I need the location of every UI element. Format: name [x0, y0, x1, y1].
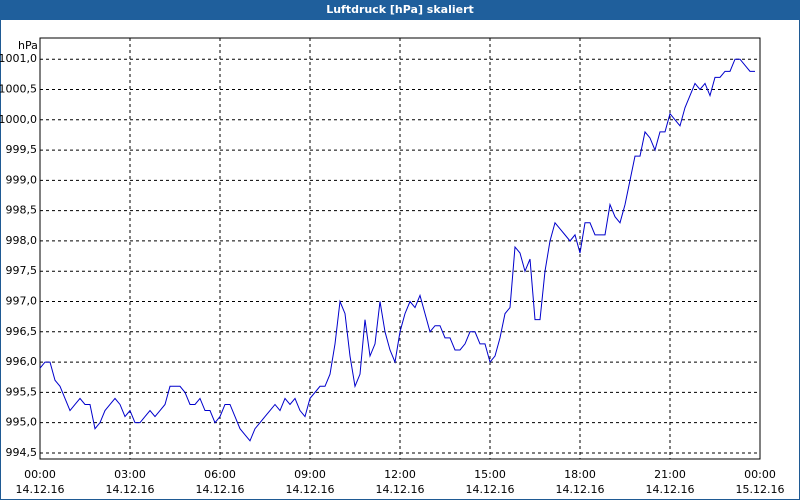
y-tick-label: 998,0	[6, 234, 38, 247]
y-tick-label: 996,5	[6, 325, 38, 338]
x-tick-label: 12:00	[384, 468, 416, 481]
y-tick-label: 994,5	[6, 446, 38, 459]
x-tick-label: 06:00	[204, 468, 236, 481]
y-tick-label: 1001,0	[0, 52, 37, 65]
x-tick-date: 14.12.16	[556, 483, 605, 496]
x-tick-date: 14.12.16	[376, 483, 425, 496]
y-tick-label: 1000,5	[0, 82, 37, 95]
y-tick-label: 997,5	[6, 264, 38, 277]
x-tick-label: 03:00	[114, 468, 146, 481]
x-tick-label: 00:00	[24, 468, 56, 481]
x-tick-date: 14.12.16	[196, 483, 245, 496]
data-line	[39, 58, 755, 442]
title-bar	[0, 0, 800, 20]
y-tick-label: 1000,0	[0, 113, 37, 126]
y-axis-label: hPa	[18, 39, 38, 52]
y-tick-label: 996,0	[6, 355, 38, 368]
chart-title: Luftdruck [hPa] skaliert	[326, 3, 474, 16]
y-tick-label: 999,5	[6, 143, 38, 156]
x-tick-date: 14.12.16	[106, 483, 155, 496]
x-tick-label: 09:00	[294, 468, 326, 481]
y-tick-label: 997,0	[6, 295, 38, 308]
x-tick-date: 14.12.16	[286, 483, 335, 496]
y-tick-label: 995,0	[6, 416, 38, 429]
y-tick-label: 999,0	[6, 173, 38, 186]
y-tick-label: 998,5	[6, 204, 38, 217]
plot-frame	[39, 37, 761, 460]
x-tick-label: 21:00	[654, 468, 686, 481]
y-tick-label: 995,5	[6, 385, 38, 398]
x-tick-date: 14.12.16	[646, 483, 695, 496]
x-tick-label: 15:00	[474, 468, 506, 481]
x-tick-date: 14.12.16	[466, 483, 515, 496]
x-tick-date: 14.12.16	[16, 483, 65, 496]
x-tick-date: 15.12.16	[736, 483, 785, 496]
x-tick-label: 00:00	[744, 468, 776, 481]
x-tick-label: 18:00	[564, 468, 596, 481]
